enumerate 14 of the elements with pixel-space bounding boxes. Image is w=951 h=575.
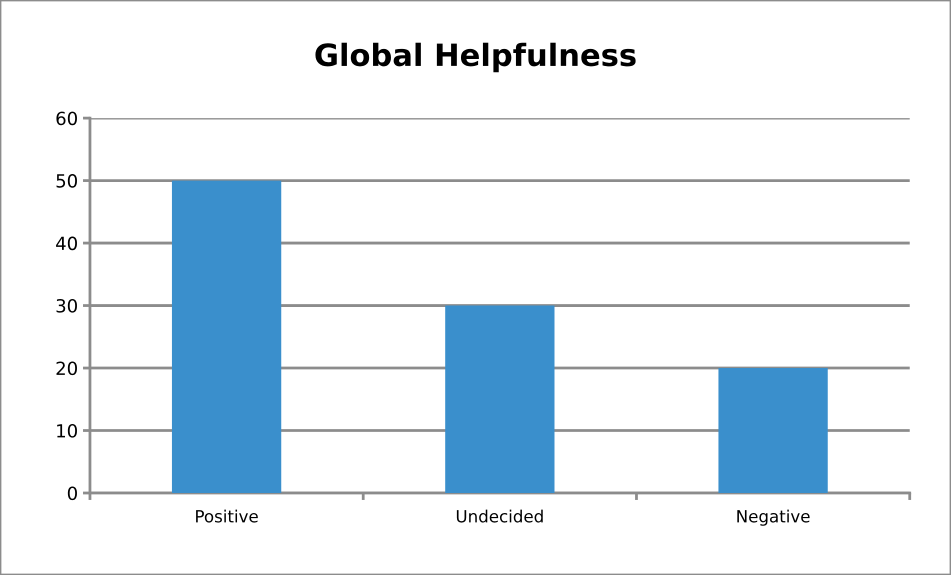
y-tick-label: 30: [56, 299, 77, 313]
x-tick-label: Undecided: [456, 510, 543, 523]
y-tick-label: 60: [56, 112, 77, 126]
x-tick-label: Positive: [196, 510, 258, 523]
y-tick-label: 20: [56, 361, 77, 376]
bar: [445, 306, 554, 494]
bar: [172, 180, 282, 494]
bar: [718, 368, 828, 494]
y-tick-label: 0: [68, 486, 77, 500]
y-tick-label: 10: [57, 424, 77, 438]
chart-title: Global Helpfulness: [315, 42, 636, 72]
y-tick-label: 50: [56, 174, 77, 188]
y-tick-label: 40: [56, 236, 77, 250]
x-tick-label: Negative: [737, 510, 810, 526]
